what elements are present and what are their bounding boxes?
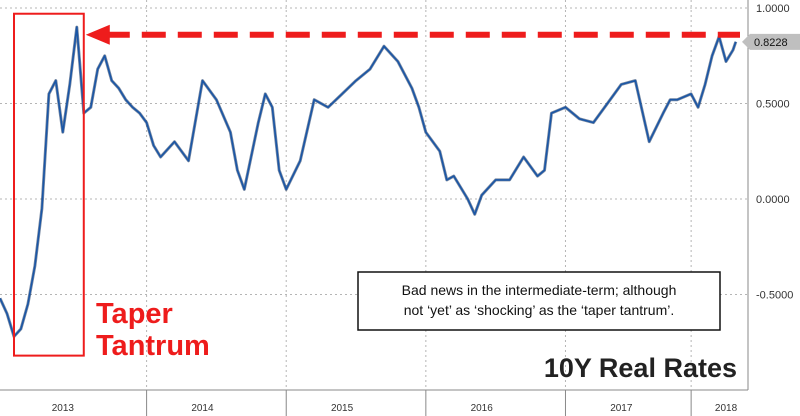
x-tick-labels: 2013 2014 2015 2016 2017 2018 xyxy=(52,403,738,414)
y-tick-labels: 1.0000 0.5000 0.0000 -0.5000 xyxy=(756,3,793,302)
x-tick-label: 2013 xyxy=(52,403,75,414)
last-value-label: 0.8228 xyxy=(754,37,788,49)
axes xyxy=(0,0,749,391)
x-tick-label: 2014 xyxy=(191,403,214,414)
x-tick-label: 2018 xyxy=(715,403,738,414)
taper-tantrum-label: Tantrum xyxy=(96,330,210,362)
y-tick-label: -0.5000 xyxy=(756,290,793,302)
annotation-box xyxy=(357,271,721,331)
y-tick-label: 0.5000 xyxy=(756,99,790,111)
taper-tantrum-label: Taper xyxy=(96,298,173,330)
x-tick-label: 2016 xyxy=(471,403,494,414)
last-value-badge xyxy=(742,33,800,50)
taper-highlight-box xyxy=(13,12,85,357)
annotation-text: not ‘yet’ as ‘shocking’ as the ‘taper ta… xyxy=(404,302,675,318)
annotation-group: 0.8228 Bad news in the intermediate-term;… xyxy=(357,33,800,383)
chart-title: 10Y Real Rates xyxy=(544,353,737,383)
x-tick-label: 2017 xyxy=(610,403,633,414)
series-group xyxy=(0,25,738,338)
y-tick-label: 0.0000 xyxy=(756,194,790,206)
annotation-text: Bad news in the intermediate-term; altho… xyxy=(402,282,677,298)
y-tick-label: 1.0000 xyxy=(756,3,790,15)
series-line xyxy=(0,26,737,338)
reference-arrowhead xyxy=(85,24,110,45)
x-tick-label: 2015 xyxy=(331,403,354,414)
